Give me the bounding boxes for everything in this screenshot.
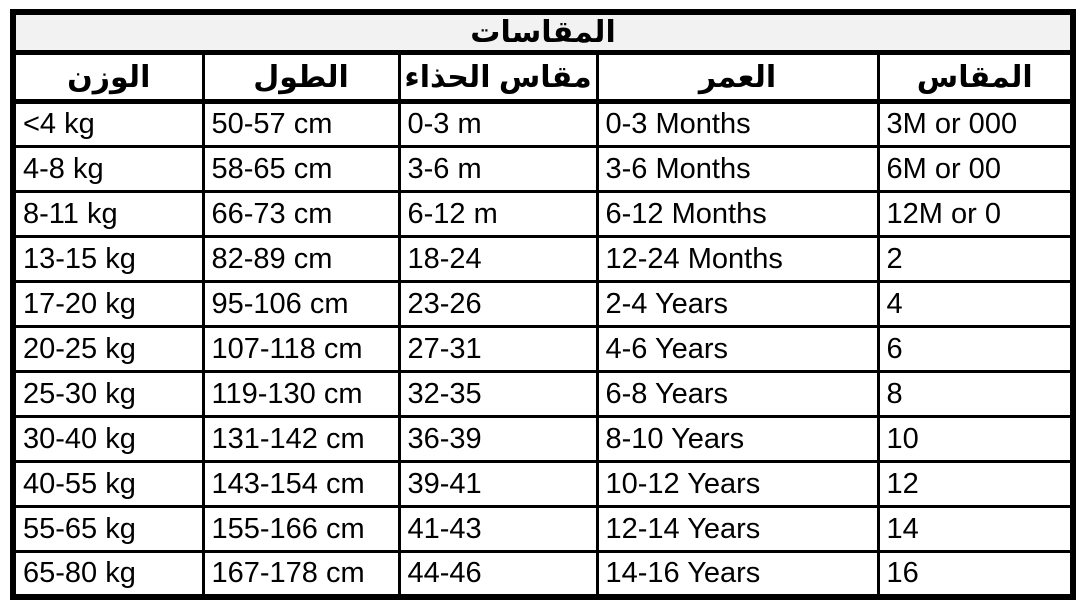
table-row: 17-20 kg 95-106 cm 23-26 2-4 Years 4 <box>11 280 1075 328</box>
table-row: 25-30 kg 119-130 cm 32-35 6-8 Years 8 <box>11 370 1075 418</box>
cell-size: 10 <box>876 415 1075 463</box>
cell-size: 4 <box>876 280 1075 328</box>
cell-weight: 20-25 kg <box>11 325 205 373</box>
cell-shoe-size: 27-31 <box>397 325 599 373</box>
cell-age: 12-14 Years <box>595 505 880 553</box>
column-header-weight: الوزن <box>11 51 205 104</box>
table-row: 40-55 kg 143-154 cm 39-41 10-12 Years 12 <box>11 460 1075 508</box>
cell-age: 2-4 Years <box>595 280 880 328</box>
cell-weight: 55-65 kg <box>11 505 205 553</box>
cell-weight: 30-40 kg <box>11 415 205 463</box>
cell-height: 155-166 cm <box>201 505 401 553</box>
table-row: 20-25 kg 107-118 cm 27-31 4-6 Years 6 <box>11 325 1075 373</box>
cell-height: 167-178 cm <box>201 550 401 598</box>
cell-shoe-size: 18-24 <box>397 235 599 283</box>
cell-height: 107-118 cm <box>201 325 401 373</box>
cell-size: 6M or 00 <box>876 145 1075 193</box>
cell-age: 8-10 Years <box>595 415 880 463</box>
cell-weight: <4 kg <box>11 100 205 148</box>
cell-height: 66-73 cm <box>201 190 401 238</box>
cell-height: 119-130 cm <box>201 370 401 418</box>
cell-size: 6 <box>876 325 1075 373</box>
table-title: المقاسات <box>11 10 1075 55</box>
table-row: 30-40 kg 131-142 cm 36-39 8-10 Years 10 <box>11 415 1075 463</box>
cell-shoe-size: 3-6 m <box>397 145 599 193</box>
cell-age: 12-24 Months <box>595 235 880 283</box>
column-header-height: الطول <box>201 51 401 104</box>
cell-shoe-size: 32-35 <box>397 370 599 418</box>
cell-size: 3M or 000 <box>876 100 1075 148</box>
cell-weight: 8-11 kg <box>11 190 205 238</box>
table-row: 55-65 kg 155-166 cm 41-43 12-14 Years 14 <box>11 505 1075 553</box>
cell-height: 95-106 cm <box>201 280 401 328</box>
cell-weight: 17-20 kg <box>11 280 205 328</box>
cell-shoe-size: 44-46 <box>397 550 599 598</box>
table-title-row: المقاسات <box>11 10 1075 55</box>
cell-age: 10-12 Years <box>595 460 880 508</box>
table-row: 4-8 kg 58-65 cm 3-6 m 3-6 Months 6M or 0… <box>11 145 1075 193</box>
cell-shoe-size: 39-41 <box>397 460 599 508</box>
cell-size: 14 <box>876 505 1075 553</box>
cell-age: 14-16 Years <box>595 550 880 598</box>
table-header-row: الوزن الطول مقاس الحذاء العمر المقاس <box>11 51 1075 104</box>
cell-age: 6-8 Years <box>595 370 880 418</box>
size-chart-table: المقاسات الوزن الطول مقاس الحذاء العمر ا… <box>10 9 1077 600</box>
cell-height: 131-142 cm <box>201 415 401 463</box>
cell-weight: 65-80 kg <box>11 550 205 598</box>
column-header-size: المقاس <box>876 51 1075 104</box>
cell-shoe-size: 6-12 m <box>397 190 599 238</box>
cell-shoe-size: 23-26 <box>397 280 599 328</box>
cell-size: 8 <box>876 370 1075 418</box>
cell-weight: 13-15 kg <box>11 235 205 283</box>
cell-weight: 25-30 kg <box>11 370 205 418</box>
table-row: <4 kg 50-57 cm 0-3 m 0-3 Months 3M or 00… <box>11 100 1075 148</box>
cell-shoe-size: 0-3 m <box>397 100 599 148</box>
cell-size: 12M or 0 <box>876 190 1075 238</box>
cell-age: 0-3 Months <box>595 100 880 148</box>
cell-weight: 40-55 kg <box>11 460 205 508</box>
cell-shoe-size: 41-43 <box>397 505 599 553</box>
table-row: 13-15 kg 82-89 cm 18-24 12-24 Months 2 <box>11 235 1075 283</box>
table-row: 65-80 kg 167-178 cm 44-46 14-16 Years 16 <box>11 550 1075 598</box>
cell-size: 12 <box>876 460 1075 508</box>
column-header-shoe-size: مقاس الحذاء <box>397 51 599 104</box>
cell-shoe-size: 36-39 <box>397 415 599 463</box>
cell-size: 16 <box>876 550 1075 598</box>
cell-age: 6-12 Months <box>595 190 880 238</box>
cell-age: 4-6 Years <box>595 325 880 373</box>
cell-weight: 4-8 kg <box>11 145 205 193</box>
cell-size: 2 <box>876 235 1075 283</box>
cell-age: 3-6 Months <box>595 145 880 193</box>
cell-height: 143-154 cm <box>201 460 401 508</box>
cell-height: 50-57 cm <box>201 100 401 148</box>
table-row: 8-11 kg 66-73 cm 6-12 m 6-12 Months 12M … <box>11 190 1075 238</box>
table-body: <4 kg 50-57 cm 0-3 m 0-3 Months 3M or 00… <box>11 100 1075 598</box>
column-header-age: العمر <box>595 51 880 104</box>
cell-height: 82-89 cm <box>201 235 401 283</box>
cell-height: 58-65 cm <box>201 145 401 193</box>
